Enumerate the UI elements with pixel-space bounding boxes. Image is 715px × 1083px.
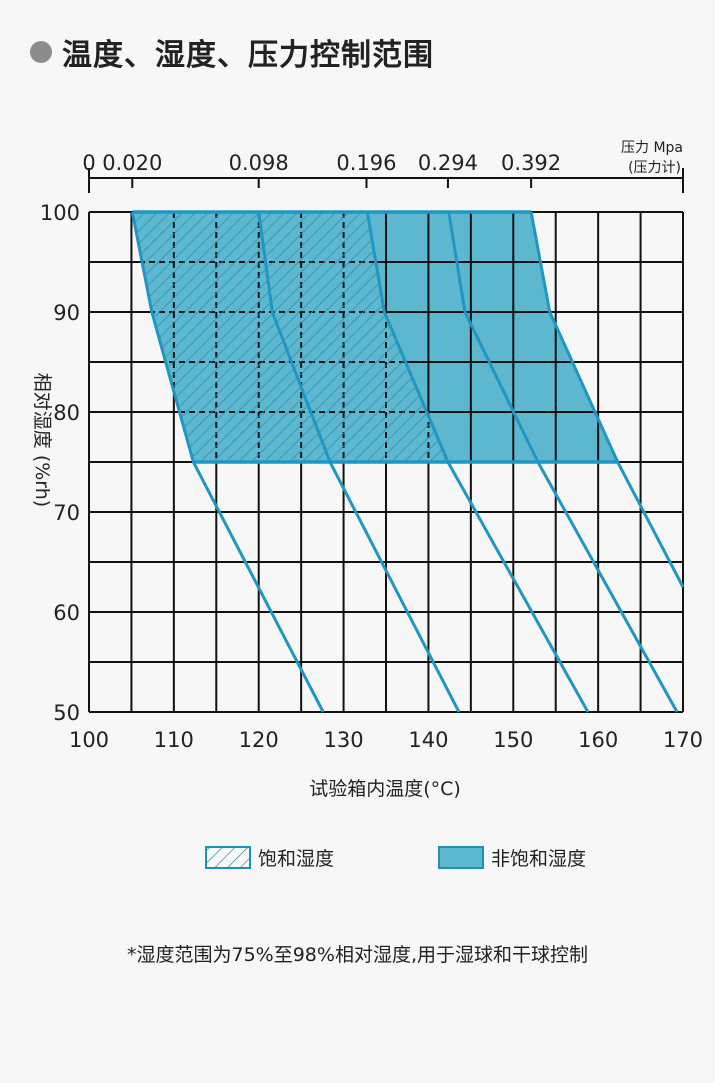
- top-axis-tick-label: 0.098: [229, 151, 289, 175]
- x-axis-label: 试验箱内温度(°C): [309, 778, 461, 800]
- x-tick-label: 150: [493, 728, 533, 752]
- x-tick-label: 100: [69, 728, 109, 752]
- chart: 100 110 120 130 140 150 160 170 50 60 70 80 90 100 0 0.…: [31, 140, 703, 870]
- bullet-icon: [30, 41, 52, 63]
- y-axis-label: 相对湿度 (%rh): [31, 373, 53, 507]
- top-axis-label-2: (压力计): [628, 160, 681, 176]
- hatch-pattern: [132, 212, 448, 462]
- y-tick-label: 60: [53, 601, 80, 625]
- y-tick-label: 90: [53, 301, 80, 325]
- pressure-curve-0.294: [447, 211, 679, 713]
- y-tick-label: 70: [53, 501, 80, 525]
- y-tick-label: 80: [53, 401, 80, 425]
- top-axis-label-1: 压力 Mpa: [621, 140, 683, 156]
- x-tick-label: 140: [408, 728, 448, 752]
- pressure-curve-0.392: [529, 211, 685, 588]
- x-tick-label: 120: [239, 728, 279, 752]
- pressure-curve-0.196: [365, 211, 590, 713]
- x-tick-label: 130: [324, 728, 364, 752]
- footnote: *湿度范围为75%至98%相对湿度,用于湿球和干球控制: [126, 944, 588, 966]
- y-tick-label: 50: [53, 701, 80, 725]
- legend-label-saturated: 饱和湿度: [258, 848, 334, 870]
- x-tick-label: 110: [154, 728, 194, 752]
- pressure-curve-0.020: [130, 211, 325, 713]
- top-axis-tick-label: 0.294: [418, 151, 478, 175]
- y-tick-label: 100: [40, 201, 80, 225]
- top-axis-tick-label: 0.196: [336, 151, 396, 175]
- x-tick-label: 160: [578, 728, 618, 752]
- legend-swatch-solid: [438, 846, 484, 869]
- top-axis-tick-label: 0: [82, 151, 95, 175]
- legend-label-unsaturated: 非饱和湿度: [491, 848, 586, 870]
- title-block: 温度、湿度、压力控制范围: [30, 30, 434, 74]
- top-axis-tick-label: 0.020: [102, 151, 162, 175]
- x-tick-label: 170: [663, 728, 703, 752]
- legend-swatch-hatched: [205, 846, 251, 869]
- top-axis-tick-label: 0.392: [501, 151, 561, 175]
- page-title: 温度、湿度、压力控制范围: [62, 38, 434, 73]
- pressure-curve-0.098: [257, 211, 461, 713]
